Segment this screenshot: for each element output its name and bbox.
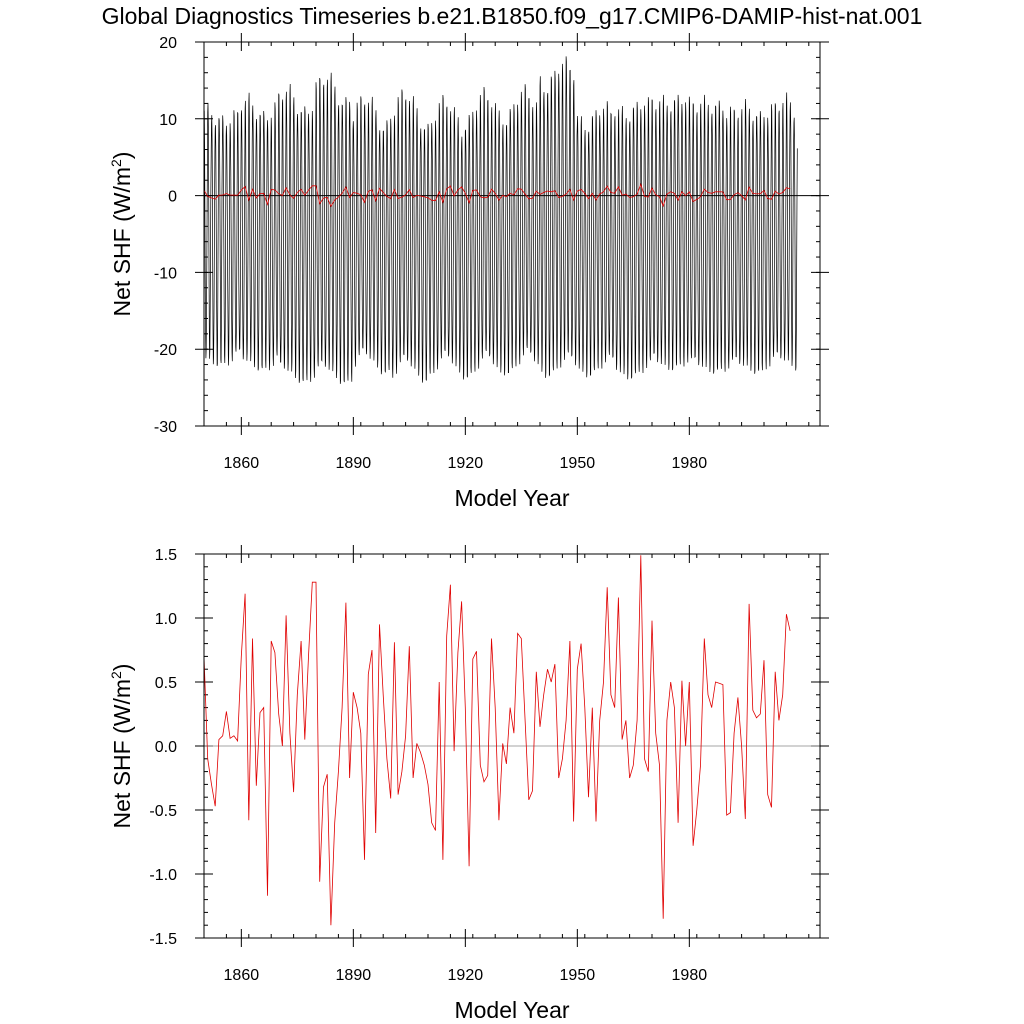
y-tick-label: -20: [154, 342, 177, 359]
x-tick-label: 1920: [448, 967, 484, 984]
y-tick-label: 0: [168, 189, 177, 206]
y-ticks: -1.5 -1.0 -0.5 0.0 0.5 1.0 1.5: [149, 547, 829, 948]
plot-frame: [203, 41, 821, 427]
y-tick-label: -10: [154, 265, 177, 282]
x-tick-label: 1980: [672, 455, 708, 472]
y-axis-label-close: ): [109, 664, 135, 672]
y-axis-label: Net SHF (W/m2): [108, 152, 135, 317]
x-tick-label: 1980: [672, 967, 708, 984]
x-tick-label: 1860: [224, 455, 260, 472]
y-tick-label: 0.5: [155, 675, 177, 692]
series-layer: [203, 56, 820, 384]
y-axis-label-main: Net SHF (W/m: [109, 679, 135, 829]
annual-series-line: [203, 182, 791, 208]
x-tick-label: 1860: [224, 967, 260, 984]
y-axis-label: Net SHF (W/m2): [108, 664, 135, 829]
chart-title: Global Diagnostics Timeseries b.e21.B185…: [102, 3, 923, 29]
y-tick-label: -1.0: [149, 867, 177, 884]
y-axis-label-sup: 2: [108, 671, 124, 679]
annual-series-line: [203, 555, 791, 926]
y-tick-label: -30: [154, 419, 177, 436]
y-tick-label: 1.5: [155, 547, 177, 564]
x-ticks: 1860 1890 1920 1950 1980: [203, 33, 810, 472]
x-tick-label: 1920: [448, 455, 484, 472]
plot-frame: [203, 553, 821, 939]
y-tick-label: -1.5: [149, 931, 177, 948]
y-tick-label: 0.0: [155, 739, 177, 756]
x-ticks: 1860 1890 1920 1950 1980: [203, 545, 810, 984]
x-tick-label: 1950: [560, 455, 596, 472]
x-tick-label: 1890: [336, 455, 372, 472]
x-axis-label: Model Year: [454, 485, 569, 511]
series-layer: [203, 555, 820, 926]
y-tick-label: 10: [159, 112, 177, 129]
panel-annual: -1.5 -1.0 -0.5 0.0 0.5 1.0 1.5 1860 1890 1920 195…: [108, 545, 829, 1023]
y-axis-label-main: Net SHF (W/m: [109, 167, 135, 317]
y-tick-label: 1.0: [155, 611, 177, 628]
y-tick-label: 20: [159, 35, 177, 52]
y-tick-label: -0.5: [149, 803, 177, 820]
monthly-series-line: [203, 56, 798, 384]
x-tick-label: 1950: [560, 967, 596, 984]
panel-monthly: -30 -20 -10 0 10 20 1860 1890 1920 1950 1980 Mode…: [108, 33, 829, 511]
y-axis-label-close: ): [109, 152, 135, 160]
y-axis-label-sup: 2: [108, 159, 124, 167]
x-tick-label: 1890: [336, 967, 372, 984]
x-axis-label: Model Year: [454, 997, 569, 1023]
